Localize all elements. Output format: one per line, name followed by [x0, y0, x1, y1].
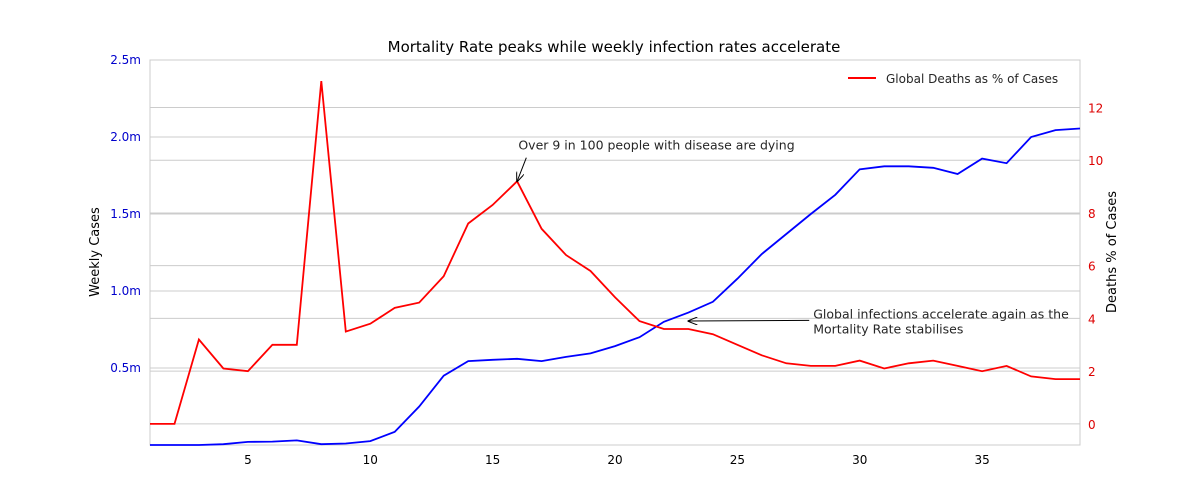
right-tick-label: 2: [1088, 365, 1096, 379]
x-tick-label: 20: [607, 453, 622, 467]
right-axis-ticks: 0 2 4 6 8 10 12: [1088, 101, 1103, 431]
x-tick-label: 5: [244, 453, 252, 467]
plot-frame: [149, 59, 1081, 446]
plot-border: [149, 59, 1081, 446]
left-axis-ticks: 0.5m 1.0m 1.5m 2.0m 2.5m: [110, 53, 141, 375]
grid-lines: [150, 59, 1080, 425]
x-axis-ticks: 5 10 15 20 25 30 35: [244, 453, 990, 467]
right-tick-label: 6: [1088, 260, 1096, 274]
right-tick-label: 8: [1088, 207, 1096, 221]
annotation-arrow-1: [517, 157, 527, 182]
left-tick-label: 0.5m: [110, 361, 141, 375]
right-tick-label: 10: [1088, 154, 1103, 168]
left-tick-label: 2.0m: [110, 130, 141, 144]
series-line-weekly-cases: [150, 127, 1081, 446]
right-tick-label: 4: [1088, 312, 1096, 326]
right-axis-label: Deaths % of Cases: [1105, 191, 1120, 313]
right-tick-label: 12: [1088, 101, 1103, 115]
left-tick-label: 1.5m: [110, 207, 141, 221]
x-tick-label: 30: [852, 453, 867, 467]
left-axis-label: Weekly Cases: [88, 207, 103, 297]
x-tick-label: 15: [485, 453, 500, 467]
chart-title: Mortality Rate peaks while weekly infect…: [388, 38, 841, 56]
x-tick-label: 35: [974, 453, 989, 467]
series-layer: [150, 81, 1081, 446]
annotation-text-1: Over 9 in 100 people with disease are dy…: [518, 138, 794, 153]
annotation-line: Mortality Rate stabilises: [813, 321, 963, 336]
annotation-arrow-2: [688, 320, 810, 321]
annotation-text-2: Global infections accelerate again as th…: [813, 306, 1069, 336]
right-tick-label: 0: [1088, 418, 1096, 432]
x-tick-label: 25: [730, 453, 745, 467]
series-line-global-deaths: [150, 81, 1080, 425]
legend-label-global-deaths: Global Deaths as % of Cases: [886, 72, 1058, 86]
x-tick-label: 10: [363, 453, 378, 467]
left-tick-label: 2.5m: [110, 53, 141, 67]
annotation-line: Global infections accelerate again as th…: [813, 306, 1069, 321]
legend: Global Deaths as % of Cases: [848, 72, 1058, 86]
annotations: Over 9 in 100 people with disease are dy…: [517, 138, 1069, 336]
left-tick-label: 1.0m: [110, 284, 141, 298]
